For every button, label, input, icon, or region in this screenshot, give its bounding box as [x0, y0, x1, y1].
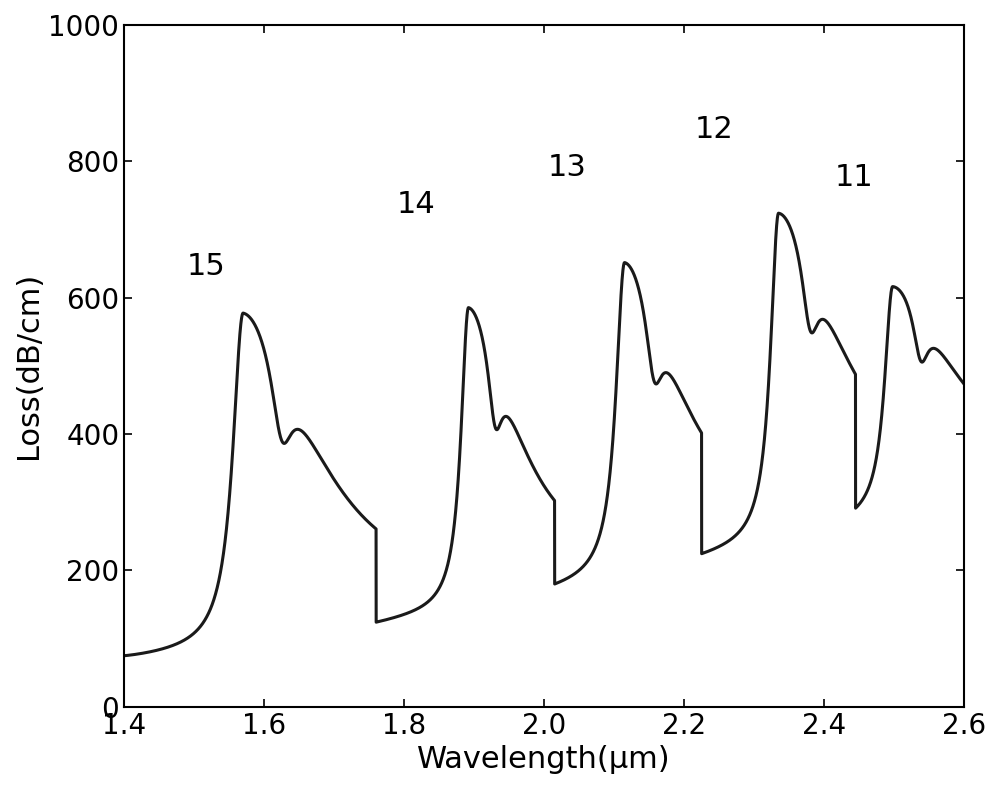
Text: 14: 14	[397, 190, 436, 219]
Text: 12: 12	[695, 115, 733, 144]
Y-axis label: Loss(dB/cm): Loss(dB/cm)	[14, 272, 43, 459]
Text: 11: 11	[835, 163, 873, 192]
Text: 13: 13	[548, 153, 586, 182]
Text: 15: 15	[187, 251, 226, 281]
X-axis label: Wavelength(μm): Wavelength(μm)	[417, 745, 671, 774]
